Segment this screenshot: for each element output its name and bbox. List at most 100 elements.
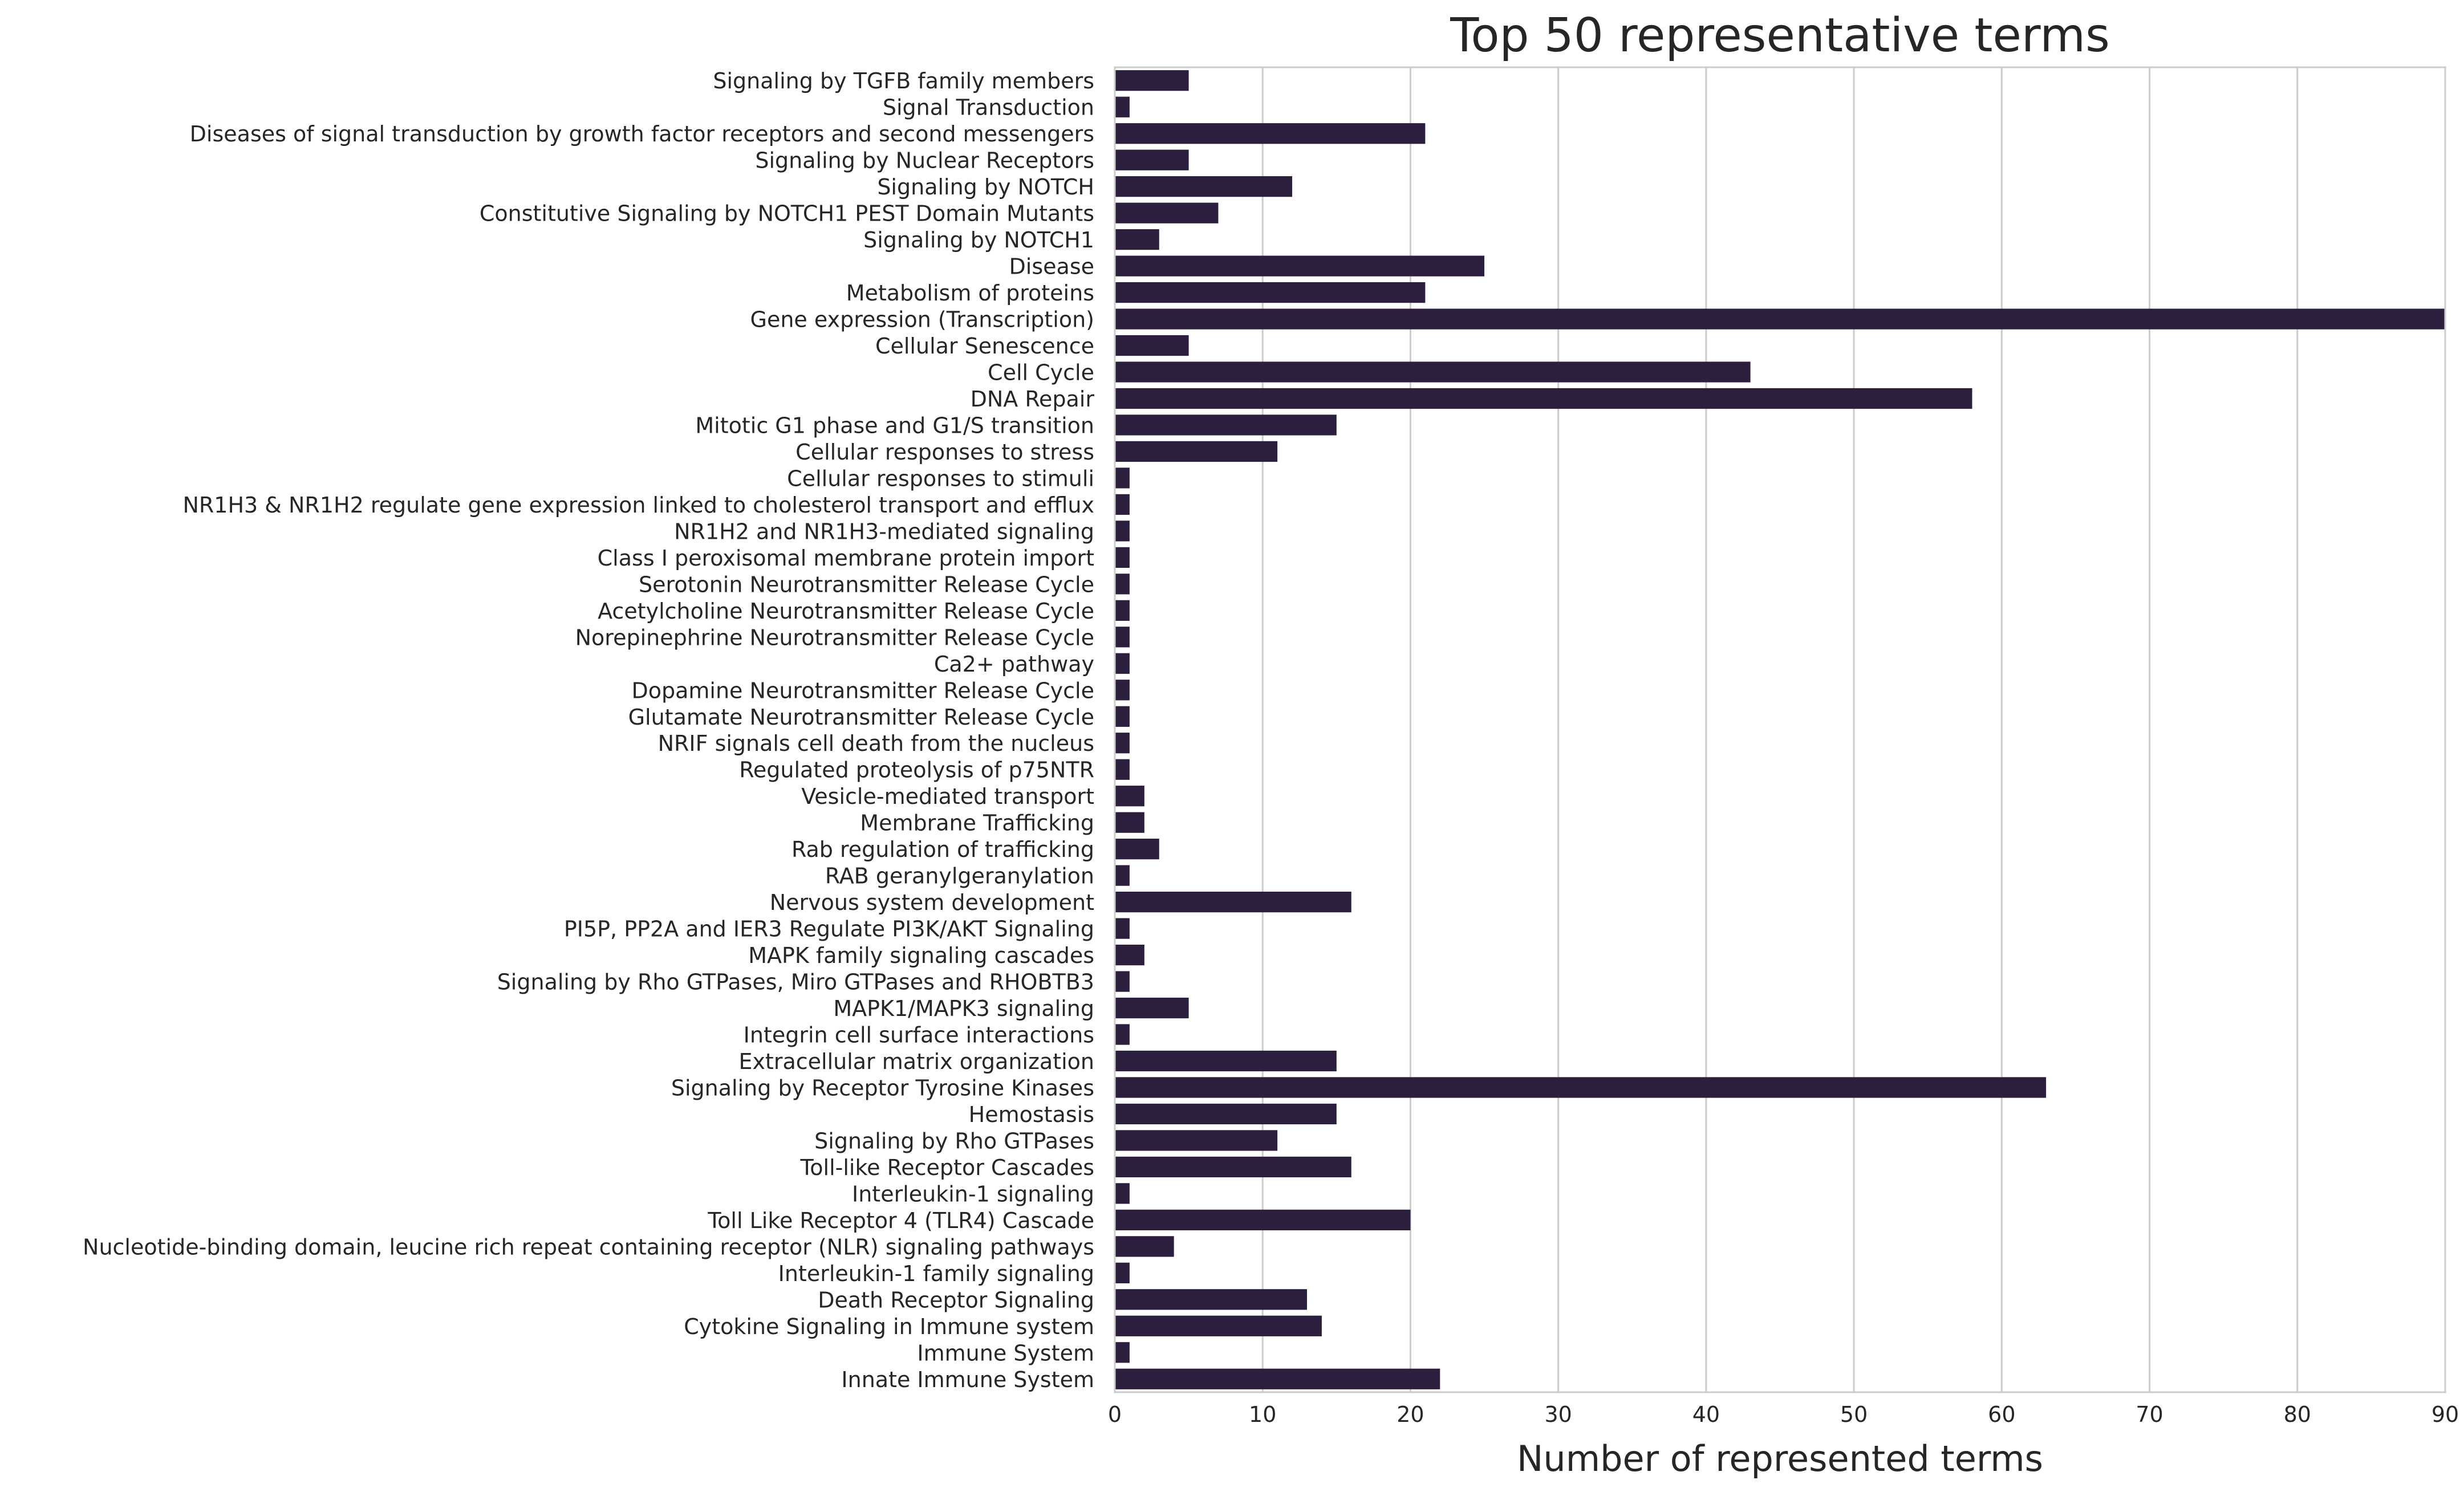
category-label: Cytokine Signaling in Immune system bbox=[684, 1314, 1094, 1339]
bar bbox=[1115, 653, 1130, 674]
category-label: Nucleotide-binding domain, leucine rich … bbox=[83, 1234, 1094, 1259]
bar bbox=[1115, 1262, 1130, 1283]
bar bbox=[1115, 335, 1189, 356]
x-axis-label: Number of represented terms bbox=[1517, 1438, 2043, 1479]
category-label: Constitutive Signaling by NOTCH1 PEST Do… bbox=[480, 201, 1094, 226]
bar bbox=[1115, 680, 1130, 701]
bar bbox=[1115, 229, 1159, 250]
category-label: Gene expression (Transcription) bbox=[750, 307, 1094, 332]
category-label: Regulated proteolysis of p75NTR bbox=[739, 758, 1094, 783]
category-label: Hemostasis bbox=[969, 1102, 1094, 1127]
bar bbox=[1115, 1209, 1411, 1231]
category-label: NR1H2 and NR1H3-mediated signaling bbox=[674, 519, 1094, 544]
category-label: Diseases of signal transduction by growt… bbox=[190, 121, 1094, 147]
bar bbox=[1115, 1130, 1278, 1151]
category-label: Interleukin-1 signaling bbox=[852, 1181, 1094, 1206]
category-label: DNA Repair bbox=[971, 387, 1095, 412]
category-label: Dopamine Neurotransmitter Release Cycle bbox=[631, 678, 1094, 703]
category-label: Ca2+ pathway bbox=[934, 652, 1094, 677]
bar bbox=[1115, 414, 1337, 436]
category-label: Disease bbox=[1009, 254, 1094, 279]
bar bbox=[1115, 96, 1130, 117]
bar bbox=[1115, 786, 1144, 807]
bar bbox=[1115, 1368, 1440, 1389]
x-tick-label: 30 bbox=[1544, 1402, 1572, 1427]
bar bbox=[1115, 1315, 1322, 1336]
bar bbox=[1115, 308, 2445, 330]
chart-title: Top 50 representative terms bbox=[1450, 9, 2110, 63]
bar bbox=[1115, 812, 1144, 833]
category-label: Metabolism of proteins bbox=[846, 280, 1094, 306]
bar bbox=[1115, 123, 1426, 144]
category-label: Cell Cycle bbox=[988, 360, 1094, 385]
category-label: Signaling by Nuclear Receptors bbox=[755, 148, 1094, 173]
x-tick-label: 0 bbox=[1108, 1402, 1122, 1427]
category-label: Glutamate Neurotransmitter Release Cycle bbox=[628, 705, 1094, 730]
category-label: Innate Immune System bbox=[841, 1367, 1094, 1392]
category-label: Class I peroxisomal membrane protein imp… bbox=[598, 546, 1094, 571]
bar bbox=[1115, 149, 1189, 170]
plot-frame bbox=[1114, 66, 2446, 1393]
bar bbox=[1115, 494, 1130, 515]
category-label: Membrane Trafficking bbox=[860, 811, 1094, 836]
bar bbox=[1115, 918, 1130, 939]
category-label: MAPK family signaling cascades bbox=[748, 943, 1094, 968]
bar bbox=[1115, 627, 1130, 648]
bar bbox=[1115, 1289, 1307, 1310]
bar bbox=[1115, 574, 1130, 595]
x-tick-labels: 0 10 20 30 40 50 60 70 80 90 bbox=[1108, 1402, 2459, 1427]
category-label: Extracellular matrix organization bbox=[738, 1049, 1094, 1074]
category-label: Signal Transduction bbox=[883, 95, 1094, 120]
bar bbox=[1115, 839, 1159, 860]
bar bbox=[1115, 388, 1972, 409]
category-label: Immune System bbox=[917, 1340, 1094, 1365]
bar bbox=[1115, 441, 1278, 462]
category-label: Vesicle-mediated transport bbox=[801, 784, 1094, 809]
bar bbox=[1115, 467, 1130, 489]
category-label: Acetylcholine Neurotransmitter Release C… bbox=[598, 599, 1094, 624]
category-label: Serotonin Neurotransmitter Release Cycle bbox=[639, 572, 1094, 597]
bar bbox=[1115, 759, 1130, 780]
category-label: Nervous system development bbox=[770, 890, 1094, 915]
bar bbox=[1115, 70, 1189, 91]
bar bbox=[1115, 944, 1144, 966]
category-label: Toll-like Receptor Cascades bbox=[800, 1155, 1094, 1180]
category-label: Toll Like Receptor 4 (TLR4) Cascade bbox=[707, 1208, 1094, 1233]
x-tick-label: 50 bbox=[1840, 1402, 1868, 1427]
category-label: Signaling by TGFB family members bbox=[713, 68, 1094, 93]
category-label: Signaling by Rho GTPases bbox=[814, 1128, 1094, 1153]
bar bbox=[1115, 600, 1130, 621]
category-label: Interleukin-1 family signaling bbox=[778, 1261, 1094, 1286]
bar bbox=[1115, 547, 1130, 568]
category-label: Integrin cell surface interactions bbox=[744, 1023, 1094, 1048]
bar bbox=[1115, 1077, 2047, 1098]
category-label: Signaling by NOTCH bbox=[877, 174, 1094, 200]
x-tick-label: 40 bbox=[1692, 1402, 1720, 1427]
category-label: Cellular responses to stress bbox=[795, 440, 1094, 465]
bar bbox=[1115, 282, 1426, 303]
x-tick-label: 20 bbox=[1397, 1402, 1424, 1427]
x-tick-label: 60 bbox=[1988, 1402, 2015, 1427]
category-label: Mitotic G1 phase and G1/S transition bbox=[695, 413, 1094, 438]
bar bbox=[1115, 176, 1293, 197]
bar bbox=[1115, 997, 1189, 1019]
category-label: Norepinephrine Neurotransmitter Release … bbox=[575, 625, 1094, 650]
bar bbox=[1115, 521, 1130, 542]
category-label: Cellular Senescence bbox=[875, 334, 1094, 359]
category-label: Cellular responses to stimuli bbox=[787, 466, 1094, 491]
category-label: Death Receptor Signaling bbox=[818, 1287, 1094, 1312]
bar bbox=[1115, 706, 1130, 727]
category-label: Signaling by NOTCH1 bbox=[863, 227, 1094, 253]
x-tick-label: 70 bbox=[2136, 1402, 2163, 1427]
bar bbox=[1115, 891, 1351, 913]
bar bbox=[1115, 1236, 1174, 1257]
bar bbox=[1115, 255, 1485, 277]
x-tick-label: 10 bbox=[1249, 1402, 1276, 1427]
category-label: MAPK1/MAPK3 signaling bbox=[833, 996, 1094, 1021]
bar bbox=[1115, 1024, 1130, 1045]
bar bbox=[1115, 971, 1130, 992]
bar bbox=[1115, 733, 1130, 754]
category-label: PI5P, PP2A and IER3 Regulate PI3K/AKT Si… bbox=[564, 917, 1094, 942]
bar bbox=[1115, 865, 1130, 886]
